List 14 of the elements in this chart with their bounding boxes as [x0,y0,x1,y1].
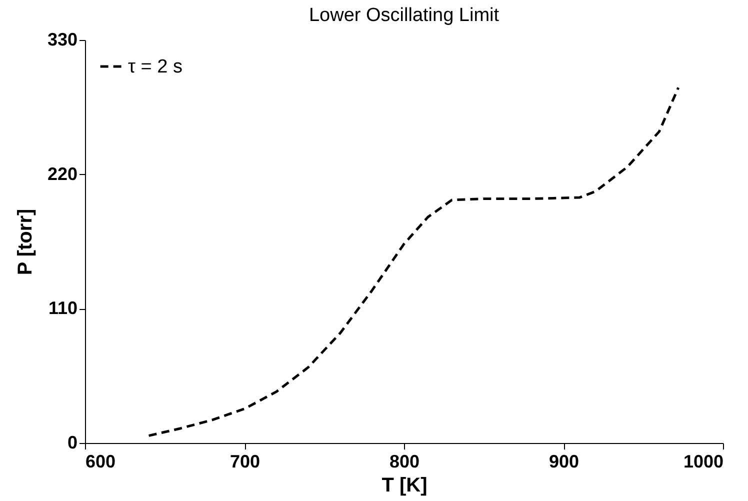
x-tick-label: 800 [389,452,420,472]
x-tick-label: 700 [230,452,260,472]
x-tick-label: 900 [548,452,580,472]
y-tick-label: 0 [67,432,78,452]
line-series [148,86,680,437]
chart-title: Lower Oscillating Limit [308,5,500,26]
y-axis-title: P [torr] [14,208,36,276]
y-tick-label: 220 [47,164,78,184]
x-tick-label: 600 [86,452,116,472]
y-tick-label: 110 [48,298,78,318]
x-axis-title: T [K] [382,474,428,496]
legend-label: τ = 2 s [128,56,183,78]
x-tick-label: 1000 [683,452,724,472]
y-tick-label: 330 [47,30,78,50]
